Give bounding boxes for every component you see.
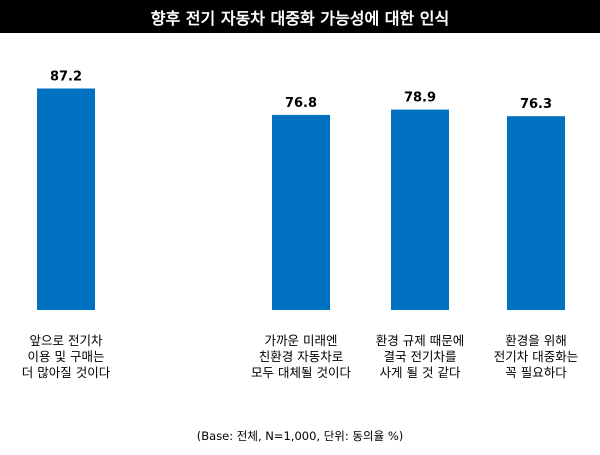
chart-title: 향후 전기 자동차 대중화 가능성에 대한 인식 xyxy=(0,0,600,33)
bar-1 xyxy=(272,114,330,310)
category-label-3: 환경을 위해 전기차 대중화는 꼭 필요하다 xyxy=(493,333,579,380)
bar-0 xyxy=(37,88,95,311)
base-note: (Base: 전체, N=1,000, 단위: 동의율 %) xyxy=(196,429,404,443)
category-label-0: 앞으로 전기차 이용 및 구매는 더 많아질 것이다 xyxy=(21,333,111,380)
bar-3 xyxy=(507,116,565,310)
category-label-1: 가까운 미래엔 친환경 자동차로 모두 대체될 것이다 xyxy=(251,333,351,380)
value-label-2: 78.9 xyxy=(404,91,436,106)
bar-2 xyxy=(391,109,449,311)
category-label-2: 환경 규제 때문에 결국 전기차를 사게 될 것 같다 xyxy=(375,333,465,380)
value-label-0: 87.2 xyxy=(50,70,82,85)
value-label-3: 76.3 xyxy=(520,97,552,112)
value-label-1: 76.8 xyxy=(285,96,317,111)
